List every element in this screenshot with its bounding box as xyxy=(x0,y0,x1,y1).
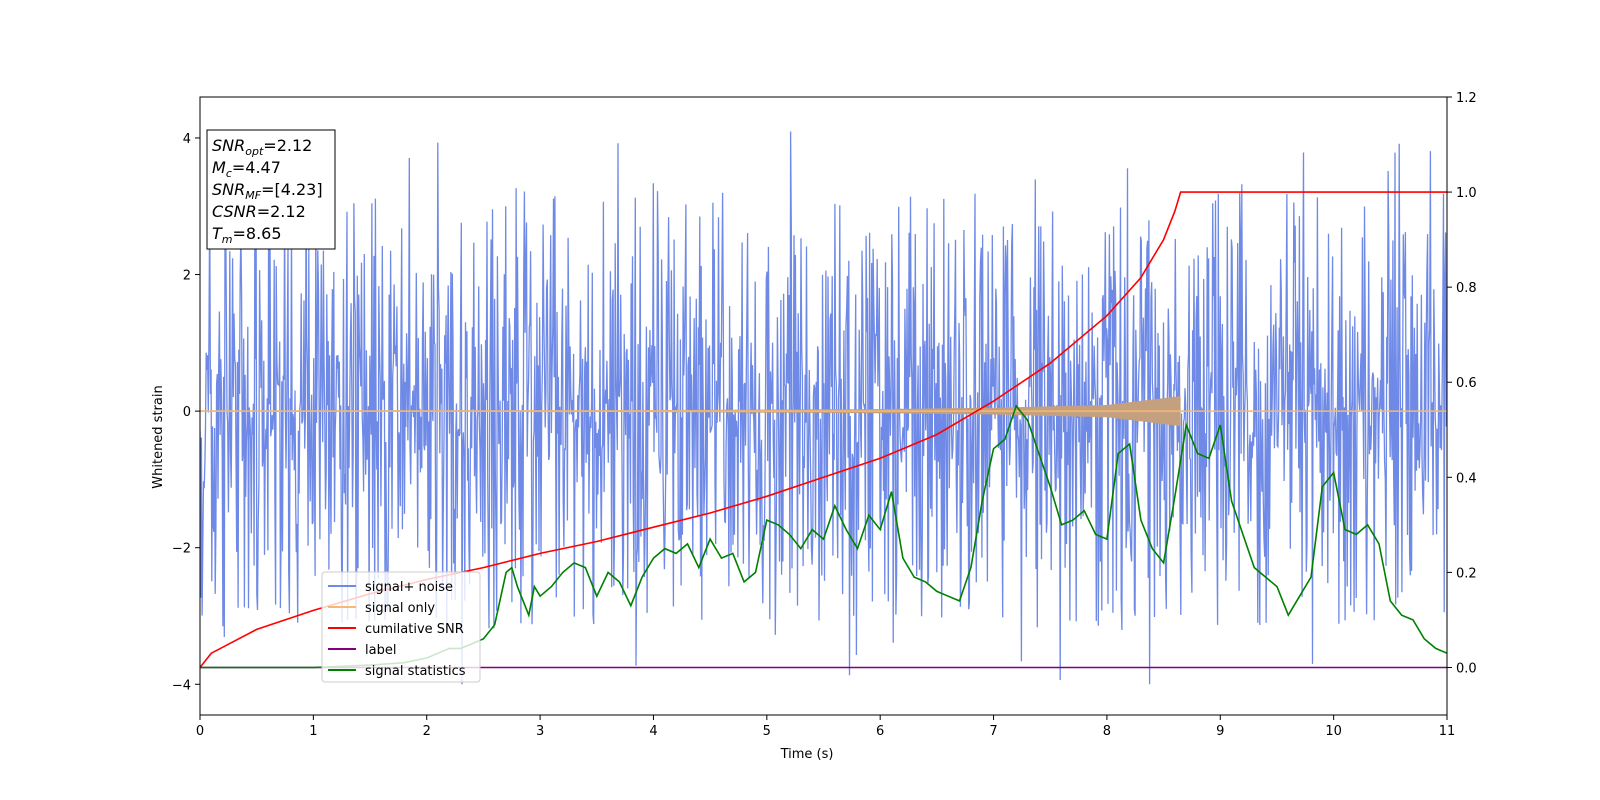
y2-tick-label: 0.6 xyxy=(1456,376,1477,391)
y-tick-label: 2 xyxy=(183,269,191,284)
y2-tick-label: 0.0 xyxy=(1456,661,1477,676)
info-value: =[4.23] xyxy=(261,180,323,199)
series-signal-statistics-line xyxy=(200,404,1447,669)
info-value: =4.47 xyxy=(232,158,281,177)
info-subscript: opt xyxy=(245,145,264,158)
info-value: =2.12 xyxy=(257,202,306,221)
info-line: SNRopt=2.12 xyxy=(212,136,312,158)
y2-tick-label: 1.2 xyxy=(1456,91,1477,106)
info-line: Tm=8.65 xyxy=(212,224,282,246)
info-value: =2.12 xyxy=(263,136,312,155)
info-symbol: CSNR xyxy=(212,202,257,221)
axes: 0 1 2 3 4 5 6 7 8 9 10 11 −4 −2 0 2 4 0.0 0.2 0.4 0.6 0.8 1.0 1… xyxy=(172,91,1477,739)
legend-box xyxy=(321,571,481,683)
info-line: SNRMF=[4.23] xyxy=(212,180,323,202)
x-tick-label: 9 xyxy=(1216,724,1224,739)
info-line: CSNR=2.12 xyxy=(212,202,306,221)
x-tick-label: 4 xyxy=(649,724,657,739)
legend-label: cumilative SNR xyxy=(365,622,464,637)
y2-tick-label: 0.2 xyxy=(1456,566,1477,581)
info-subscript: c xyxy=(226,167,232,180)
x-tick-label: 10 xyxy=(1325,724,1342,739)
x-tick-label: 6 xyxy=(876,724,884,739)
x-axis-label: Time (s) xyxy=(780,747,834,762)
axes-frame xyxy=(199,96,1448,716)
legend-label: label xyxy=(365,643,396,658)
x-tick-label: 1 xyxy=(309,724,317,739)
x-tick-label: 11 xyxy=(1439,724,1456,739)
x-tick-label: 2 xyxy=(423,724,431,739)
x-tick-label: 3 xyxy=(536,724,544,739)
info-value: =8.65 xyxy=(233,224,282,243)
info-line: Mc=4.47 xyxy=(212,158,281,180)
info-box: SNRopt=2.12Mc=4.47SNRMF=[4.23]CSNR=2.12T… xyxy=(206,129,336,250)
legend: signal+ noise signal only cumilative SNR la… xyxy=(321,571,481,683)
y-tick-label: −4 xyxy=(172,678,191,693)
legend-label: signal only xyxy=(365,601,435,616)
info-subscript: MF xyxy=(245,189,261,202)
info-subscript: m xyxy=(222,233,233,246)
x-tick-label: 0 xyxy=(196,724,204,739)
x-tick-label: 5 xyxy=(763,724,771,739)
y-axis-label: Whitened strain xyxy=(151,385,166,488)
x-tick-label: 7 xyxy=(989,724,997,739)
y-tick-label: 0 xyxy=(183,405,191,420)
y2-tick-label: 1.0 xyxy=(1456,186,1477,201)
info-symbol: SNR xyxy=(212,136,245,155)
info-symbol: M xyxy=(212,158,226,177)
y2-tick-label: 0.8 xyxy=(1456,281,1477,296)
legend-label: signal statistics xyxy=(365,664,466,679)
y-tick-label: 4 xyxy=(183,132,191,147)
info-symbol: SNR xyxy=(212,180,245,199)
info-box-frame xyxy=(206,129,336,250)
y-tick-label: −2 xyxy=(172,542,191,557)
info-symbol: T xyxy=(212,224,223,243)
y2-tick-label: 0.4 xyxy=(1456,471,1477,486)
legend-label: signal+ noise xyxy=(365,580,453,595)
x-tick-label: 8 xyxy=(1103,724,1111,739)
